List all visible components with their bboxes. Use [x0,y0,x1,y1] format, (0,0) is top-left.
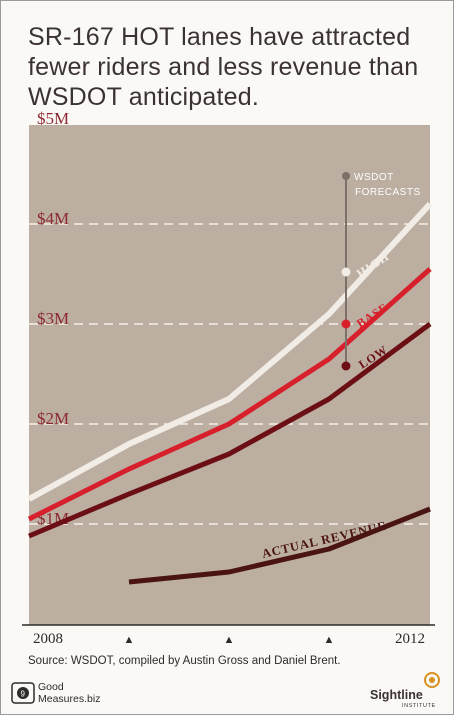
series-line-base [27,267,432,522]
x-tick-label: 2008 [33,631,63,647]
y-tick-label: $5M [37,109,69,128]
sightline-logo-icon [424,672,440,688]
good-measures-logo-icon: 9 [11,682,35,704]
sightline-sub: INSTITUTE [402,703,436,709]
series-line-actual-revenue [128,506,431,585]
y-tick-label: $4M [37,209,69,228]
forecast-dot-low [341,361,351,371]
svg-text:9: 9 [21,690,26,699]
series-line-high [27,201,433,502]
annotation-wsdot: WSDOT [354,172,394,183]
annotation-forecasts: FORECASTS [355,187,421,198]
x-tick-label: ▲ [124,634,135,646]
good-measures-credit: Good Measures.biz [38,681,100,705]
forecast-marker-top-dot [342,172,350,180]
x-tick-label: ▲ [224,634,235,646]
good-measures-line2: Measures.biz [38,693,101,705]
forecast-dot-base [341,319,351,329]
forecast-dot-high [341,267,351,277]
y-tick-label: $2M [37,409,69,428]
good-measures-line1: Good [38,681,64,693]
x-tick-label: 2012 [395,631,425,647]
sightline-name: Sightline [370,688,423,702]
y-tick-label: $3M [37,309,69,328]
series-line-low [28,321,432,539]
chart-title: SR-167 HOT lanes have attracted fewer ri… [28,23,419,111]
x-tick-label: ▲ [324,634,335,646]
source-note: Source: WSDOT, compiled by Austin Gross … [28,655,341,667]
plot-area [29,125,430,625]
